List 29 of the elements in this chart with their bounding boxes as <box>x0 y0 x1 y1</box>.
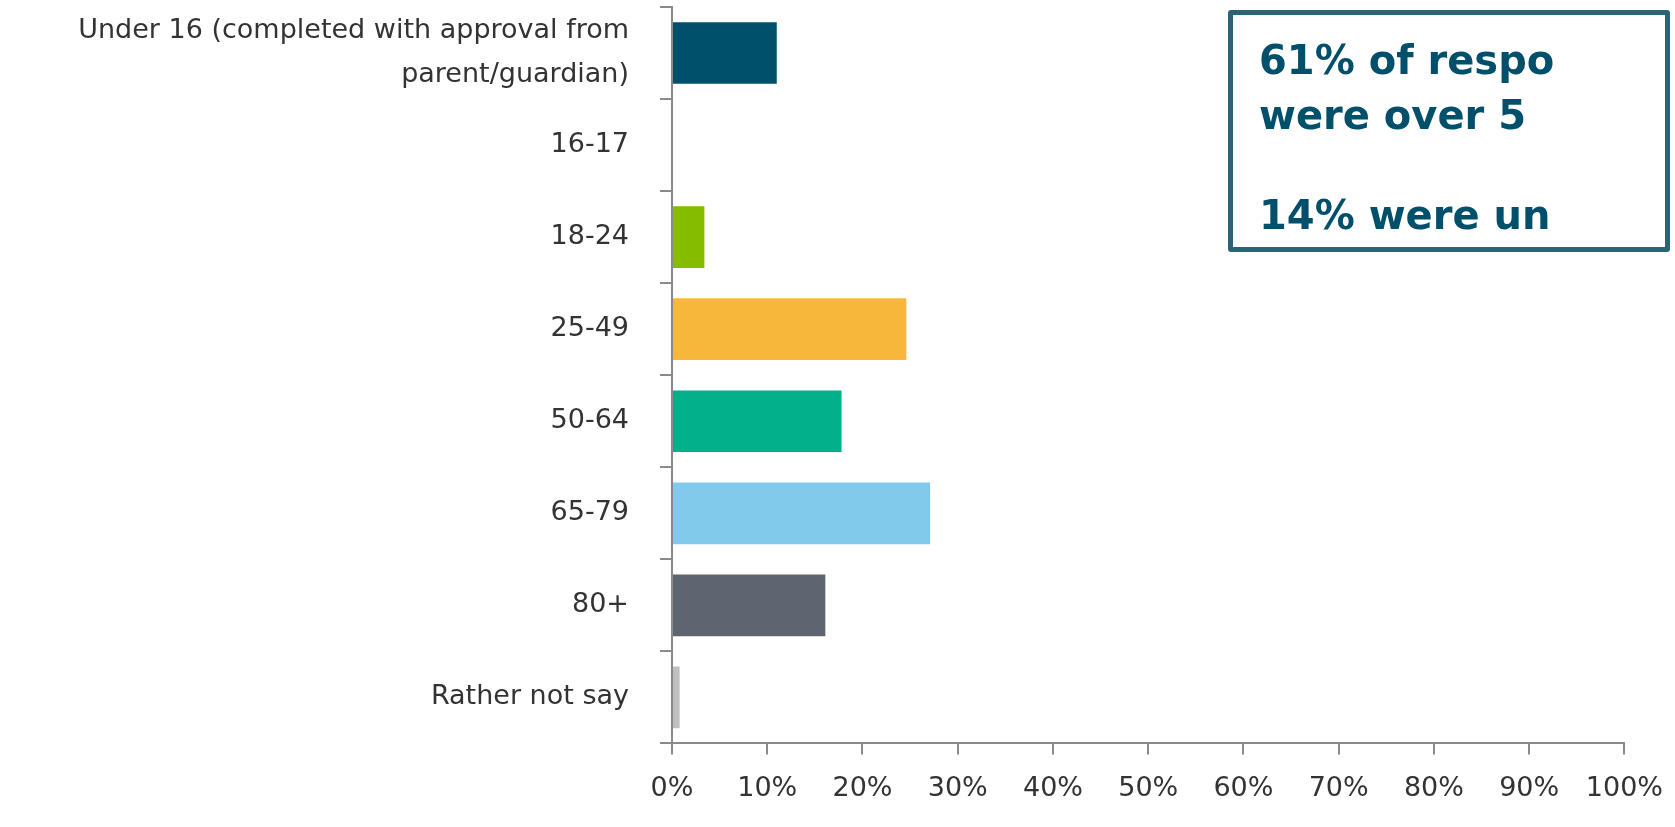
y-tick-label: 18-24 <box>550 219 629 251</box>
x-tick-label: 90% <box>1499 770 1560 802</box>
x-tick-label: 80% <box>1403 770 1464 802</box>
bar <box>673 22 777 84</box>
y-tick-label: 65-79 <box>550 495 629 527</box>
annotation: 61% of respo were over 5 <box>1259 36 1556 140</box>
x-tick-label: 60% <box>1213 770 1274 802</box>
bar <box>673 390 842 453</box>
x-tick-label: 70% <box>1308 770 1369 802</box>
bar <box>673 574 826 637</box>
bar <box>673 666 680 729</box>
y-tick-label: 25-49 <box>550 311 629 343</box>
y-tick-label: 16-17 <box>550 127 629 159</box>
y-tick-label: 50-64 <box>550 403 629 435</box>
x-tick-label: 30% <box>927 770 988 802</box>
callout-box: 61% of respo were over 5 14% were un <box>1228 10 1670 252</box>
y-tick-label: Rather not say <box>430 679 630 711</box>
x-tick-label: 10% <box>737 770 798 802</box>
y-tick-label: Under 16 (completed with approval from parent/guardian) <box>78 12 629 89</box>
bar <box>673 482 931 545</box>
bar <box>673 298 907 361</box>
y-tick-label: 80+ <box>572 587 629 619</box>
x-tick-label: 0% <box>650 770 694 802</box>
x-tick-label: 40% <box>1022 770 1083 802</box>
x-tick-label: 50% <box>1118 770 1179 802</box>
annotation: 14% were un <box>1259 191 1552 240</box>
bar <box>673 206 705 268</box>
x-tick-label: 20% <box>832 770 893 802</box>
x-tick-label: 100% <box>1585 770 1664 802</box>
